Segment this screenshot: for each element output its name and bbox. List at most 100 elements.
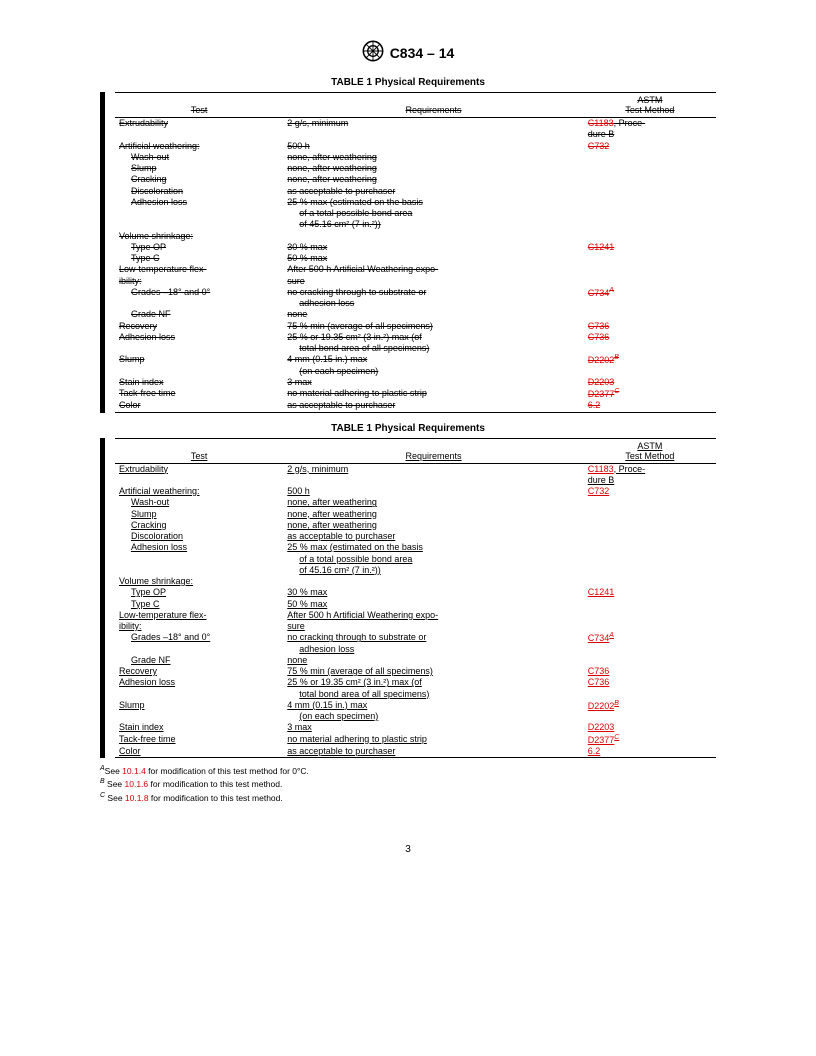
cell-req: After 500 h Artificial Weathering expo-s… — [283, 264, 584, 287]
cell-test: Low-temperature flex-ibility: — [115, 264, 283, 287]
cell-method: C1183, Proce-dure B — [584, 463, 716, 486]
table-old: Test Requirements ASTMTest Method Extrud… — [115, 92, 716, 413]
footnote: ASee 10.1.4 for modification of this tes… — [100, 764, 716, 777]
cell-method — [584, 520, 716, 531]
cell-method: D2203 — [584, 722, 716, 733]
cell-method: C734A — [584, 287, 716, 310]
cell-method: 6.2 — [584, 746, 716, 758]
cell-test: Stain index — [115, 722, 283, 733]
table-row: Extrudability2 g/s, minimumC1183, Proce-… — [115, 463, 716, 486]
cell-test: Type OP — [115, 587, 283, 598]
cell-method — [584, 497, 716, 508]
col-header-method-new: ASTMTest Method — [584, 438, 716, 463]
table-row: Type C50 % max — [115, 599, 716, 610]
cell-method — [584, 542, 716, 576]
page-header: C834 – 14 — [100, 40, 716, 65]
cell-method: D2202B — [584, 700, 716, 723]
cell-method — [584, 610, 716, 633]
cell-test: Volume shrinkage: — [115, 231, 283, 242]
col-header-req-old: Requirements — [283, 93, 584, 118]
table-row: Low-temperature flex-ibility:After 500 h… — [115, 610, 716, 633]
cell-test: Discoloration — [115, 186, 283, 197]
cell-method: C736 — [584, 666, 716, 677]
cell-method — [584, 655, 716, 666]
cell-req: as acceptable to purchaser — [283, 746, 584, 758]
cell-req: no material adhering to plastic strip — [283, 388, 584, 400]
table-row: Volume shrinkage: — [115, 576, 716, 587]
cell-req: After 500 h Artificial Weathering expo-s… — [283, 610, 584, 633]
table-row: Type C50 % max — [115, 253, 716, 264]
cell-test: Discoloration — [115, 531, 283, 542]
cell-req: 30 % max — [283, 587, 584, 598]
designation-text: C834 – 14 — [390, 45, 455, 61]
footnote: B See 10.1.6 for modification to this te… — [100, 777, 716, 790]
cell-method: C734A — [584, 632, 716, 655]
cell-test: Slump — [115, 354, 283, 377]
cell-test: Wash-out — [115, 152, 283, 163]
table-row: Coloras acceptable to purchaser6.2 — [115, 400, 716, 412]
cell-req: none — [283, 655, 584, 666]
cell-req: none — [283, 309, 584, 320]
cell-req: 500 h — [283, 486, 584, 497]
cell-req: as acceptable to purchaser — [283, 400, 584, 412]
table-title-old: TABLE 1 Physical Requirements — [100, 77, 716, 88]
cell-req: 50 % max — [283, 253, 584, 264]
cell-method — [584, 309, 716, 320]
table-row: Low-temperature flex-ibility:After 500 h… — [115, 264, 716, 287]
table-row: Grades –18° and 0°no cracking through to… — [115, 632, 716, 655]
cell-req: 25 % or 19.35 cm² (3 in.²) max (oftotal … — [283, 677, 584, 700]
cell-req: no cracking through to substrate oradhes… — [283, 632, 584, 655]
cell-test: Color — [115, 746, 283, 758]
cell-test: Low-temperature flex-ibility: — [115, 610, 283, 633]
cell-test: Grade NF — [115, 655, 283, 666]
cell-method: D2203 — [584, 377, 716, 388]
cell-req: none, after weathering — [283, 152, 584, 163]
cell-test: Recovery — [115, 321, 283, 332]
cell-req: 25 % or 19.35 cm² (3 in.²) max (oftotal … — [283, 332, 584, 355]
table-row: Grade NFnone — [115, 655, 716, 666]
cell-method: 6.2 — [584, 400, 716, 412]
cell-req: 3 max — [283, 377, 584, 388]
table-row: Stain index3 maxD2203 — [115, 377, 716, 388]
table-row: Adhesion loss25 % max (estimated on the … — [115, 197, 716, 231]
cell-method: C732 — [584, 141, 716, 152]
table-row: Grade NFnone — [115, 309, 716, 320]
table-row: Tack-free timeno material adhering to pl… — [115, 388, 716, 400]
cell-req: as acceptable to purchaser — [283, 531, 584, 542]
cell-method: C736 — [584, 677, 716, 700]
cell-test: Stain index — [115, 377, 283, 388]
cell-test: Grades –18° and 0° — [115, 287, 283, 310]
cell-req: none, after weathering — [283, 174, 584, 185]
cell-test: Cracking — [115, 520, 283, 531]
col-header-req-new: Requirements — [283, 438, 584, 463]
cell-method — [584, 576, 716, 587]
table-row: Grades –18° and 0°no cracking through to… — [115, 287, 716, 310]
table-row: Coloras acceptable to purchaser6.2 — [115, 746, 716, 758]
table-row: Wash-outnone, after weathering — [115, 497, 716, 508]
cell-test: Type C — [115, 599, 283, 610]
table-row: Crackingnone, after weathering — [115, 174, 716, 185]
table-row: Stain index3 maxD2203 — [115, 722, 716, 733]
cell-test: Tack-free time — [115, 734, 283, 746]
table-row: Slump4 mm (0.15 in.) max(on each specime… — [115, 700, 716, 723]
cell-test: Slump — [115, 509, 283, 520]
cell-test: Slump — [115, 700, 283, 723]
cell-method: C732 — [584, 486, 716, 497]
table-row: Slumpnone, after weathering — [115, 163, 716, 174]
table-row: Recovery75 % min (average of all specime… — [115, 321, 716, 332]
cell-req: 30 % max — [283, 242, 584, 253]
cell-method — [584, 163, 716, 174]
cell-test: Slump — [115, 163, 283, 174]
table-row: Extrudability2 g/s, minimumC1183, Proce-… — [115, 118, 716, 141]
cell-test: Adhesion loss — [115, 542, 283, 576]
cell-method — [584, 186, 716, 197]
astm-logo-icon — [362, 40, 384, 65]
cell-method: D2377C — [584, 388, 716, 400]
cell-test: Recovery — [115, 666, 283, 677]
cell-req: no material adhering to plastic strip — [283, 734, 584, 746]
table-row: Wash-outnone, after weathering — [115, 152, 716, 163]
cell-req: 50 % max — [283, 599, 584, 610]
table-row: Crackingnone, after weathering — [115, 520, 716, 531]
cell-req: 2 g/s, minimum — [283, 463, 584, 486]
cell-test: Artificial weathering: — [115, 486, 283, 497]
